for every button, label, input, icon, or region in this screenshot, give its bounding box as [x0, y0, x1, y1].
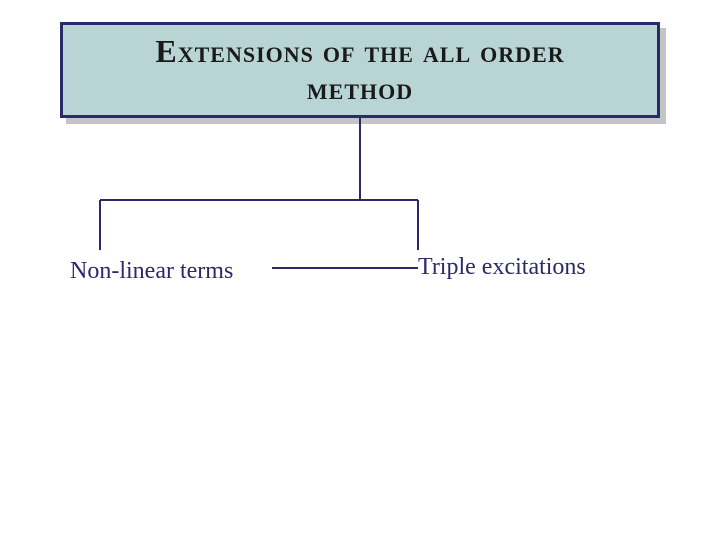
- child-right-label: Triple excitations: [418, 254, 586, 281]
- title-line-1: Extensions of the all order: [155, 33, 564, 70]
- title-box: Extensions of the all order method: [60, 22, 660, 118]
- child-left-label: Non-linear terms: [70, 258, 233, 285]
- title-line-2: method: [307, 70, 413, 107]
